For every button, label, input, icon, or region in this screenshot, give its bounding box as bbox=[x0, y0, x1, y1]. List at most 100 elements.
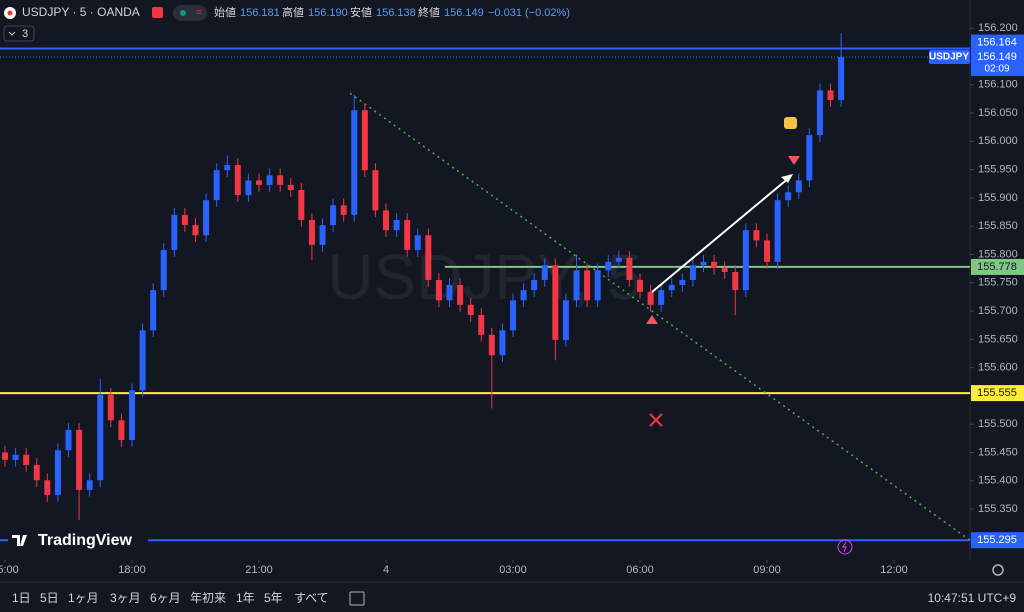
candle-body bbox=[65, 429, 72, 451]
candle-body bbox=[679, 279, 686, 286]
candle-body bbox=[457, 285, 464, 305]
candle-body bbox=[594, 270, 601, 301]
high-label: 高値 bbox=[282, 5, 304, 19]
y-tick-label: 156.050 bbox=[978, 107, 1018, 119]
candle-body bbox=[181, 214, 188, 226]
candle-body bbox=[510, 300, 517, 331]
candle-body bbox=[298, 189, 305, 220]
x-tick-label: 21:00 bbox=[245, 564, 273, 576]
thumbs-up-icon bbox=[784, 117, 797, 129]
candle-body bbox=[838, 57, 845, 101]
last-symbol: USDJPY bbox=[929, 52, 969, 63]
candle-body bbox=[753, 230, 760, 241]
range-button[interactable]: 6ヶ月 bbox=[150, 591, 181, 605]
calendar-icon[interactable] bbox=[349, 591, 365, 606]
range-button[interactable]: 1日 bbox=[12, 591, 31, 605]
x-tick-label: 09:00 bbox=[753, 564, 781, 576]
candle-body bbox=[308, 219, 315, 245]
range-button[interactable]: 3ヶ月 bbox=[110, 591, 141, 605]
candle-body bbox=[668, 285, 675, 291]
status-pill[interactable] bbox=[173, 5, 207, 21]
candle-body bbox=[700, 261, 707, 266]
close-label: 終値 bbox=[418, 5, 440, 19]
y-tick-label: 155.800 bbox=[978, 248, 1018, 260]
candle-body bbox=[499, 330, 506, 356]
y-tick-label: 155.350 bbox=[978, 503, 1018, 515]
logo-text: TradingView bbox=[38, 532, 133, 549]
candle-body bbox=[86, 480, 93, 490]
settings-icon[interactable] bbox=[992, 564, 1004, 576]
indicator-toggle[interactable] bbox=[3, 25, 35, 42]
candle-body bbox=[160, 249, 167, 291]
trendline bbox=[349, 92, 971, 541]
y-tick-label: 156.200 bbox=[978, 22, 1018, 34]
arrow bbox=[651, 176, 791, 293]
range-button[interactable]: 年初来 bbox=[190, 591, 226, 605]
candle-body bbox=[605, 261, 612, 271]
candle-body bbox=[97, 394, 104, 481]
candle-body bbox=[383, 210, 390, 231]
buy-marker bbox=[646, 315, 658, 324]
candle-body bbox=[224, 165, 231, 171]
symbol: USDJPY · 5 · OANDA bbox=[22, 5, 140, 19]
y-tick-label: 156.100 bbox=[978, 79, 1018, 91]
level-tag-label: 155.295 bbox=[977, 534, 1017, 546]
low-value: 156.138 bbox=[376, 7, 416, 19]
candle-body bbox=[637, 279, 644, 292]
candle-body bbox=[361, 110, 368, 171]
candle-body bbox=[128, 390, 135, 441]
y-tick-label: 156.000 bbox=[978, 135, 1018, 147]
range-button[interactable]: 1年 bbox=[236, 591, 255, 605]
candle-body bbox=[689, 265, 696, 280]
market-status[interactable] bbox=[152, 7, 163, 18]
range-button[interactable]: 5年 bbox=[264, 591, 283, 605]
x-tick-label: 4 bbox=[383, 564, 389, 576]
candle-body bbox=[33, 464, 40, 481]
level-tag-label: 155.555 bbox=[977, 387, 1017, 399]
x-tick-label: 15:00 bbox=[0, 564, 19, 576]
candle-body bbox=[806, 135, 813, 181]
y-tick-label: 155.850 bbox=[978, 220, 1018, 232]
chevron bbox=[8, 31, 16, 36]
candle-body bbox=[76, 429, 83, 490]
candle-body bbox=[1, 452, 8, 460]
candle-body bbox=[139, 330, 146, 391]
candle-body bbox=[658, 290, 665, 305]
bolt bbox=[842, 541, 847, 553]
x-tick-label: 18:00 bbox=[118, 564, 146, 576]
range-button[interactable]: 1ヶ月 bbox=[68, 591, 99, 605]
candle-body bbox=[287, 184, 294, 190]
level-tag-label: 156.164 bbox=[977, 36, 1017, 48]
candle-body bbox=[171, 214, 178, 250]
candle-body bbox=[816, 90, 823, 136]
candle-body bbox=[393, 219, 400, 231]
y-tick-label: 155.950 bbox=[978, 164, 1018, 176]
candle-body bbox=[266, 175, 273, 185]
y-tick-label: 155.900 bbox=[978, 192, 1018, 204]
arrow-head bbox=[781, 174, 793, 183]
indicator-count: 3 bbox=[22, 28, 28, 40]
open-label: 始値 bbox=[214, 5, 236, 19]
x-tick-label: 06:00 bbox=[626, 564, 654, 576]
range-button[interactable]: 5日 bbox=[40, 591, 59, 605]
candle-body bbox=[732, 272, 739, 291]
change: −0.031 (−0.02%) bbox=[488, 7, 570, 19]
logo-bg bbox=[8, 531, 148, 551]
candle-body bbox=[785, 192, 792, 201]
y-tick-label: 155.400 bbox=[978, 475, 1018, 487]
alert-icon[interactable] bbox=[837, 539, 853, 555]
candle-body bbox=[213, 170, 220, 201]
candle-body bbox=[340, 205, 347, 215]
candle-body bbox=[573, 270, 580, 301]
plot bbox=[0, 33, 971, 542]
y-tick-label: 155.600 bbox=[978, 362, 1018, 374]
candle-body bbox=[44, 480, 51, 495]
close-value: 156.149 bbox=[444, 7, 484, 19]
candle-body bbox=[372, 170, 379, 211]
candle-body bbox=[721, 268, 728, 273]
level-tag bbox=[971, 385, 1024, 402]
range-button[interactable]: すべて bbox=[294, 591, 329, 605]
candle-body bbox=[23, 454, 30, 465]
candle-body bbox=[118, 420, 125, 441]
candle-body bbox=[531, 279, 538, 291]
